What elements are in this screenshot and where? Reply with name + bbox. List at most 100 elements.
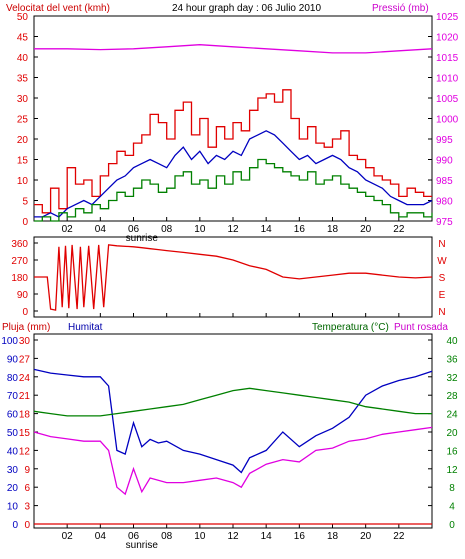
x-tick-label: 10 <box>194 531 206 542</box>
x-tick-label: 12 <box>227 531 239 542</box>
rain-label: Pluja (mm) <box>2 322 50 333</box>
y-tick-label: 360 <box>11 239 28 250</box>
compass-label: S <box>439 273 446 284</box>
series-line-blue <box>34 130 433 218</box>
y2-tick-label: 1025 <box>436 12 459 23</box>
y2-tick-label: 1015 <box>436 53 459 64</box>
humidity-tick-label: 30 <box>7 465 19 476</box>
x-tick-label: 22 <box>393 224 405 235</box>
temperature-tick-label: 32 <box>446 373 458 384</box>
temperature-tick-label: 0 <box>449 520 455 531</box>
series-line-red <box>34 89 432 214</box>
series-line-green <box>34 158 433 222</box>
y-tick-label: 20 <box>17 135 29 146</box>
x-tick-label: 08 <box>161 224 173 235</box>
x-tick-label: 22 <box>393 531 405 542</box>
series-line-magenta <box>34 44 433 54</box>
temperature-tick-label: 36 <box>446 354 458 365</box>
series-line-green <box>33 387 432 417</box>
rain-tick-label: 15 <box>19 428 31 439</box>
x-tick-label: 04 <box>95 224 107 235</box>
humidity-tick-label: 10 <box>7 502 19 513</box>
y-tick-label: 0 <box>22 307 28 318</box>
y2-tick-label: 1020 <box>436 33 459 44</box>
compass-label: N <box>438 239 445 250</box>
y-tick-label: 270 <box>11 256 28 267</box>
y-tick-label: 25 <box>17 115 29 126</box>
rain-tick-label: 9 <box>24 465 30 476</box>
rain-tick-label: 27 <box>19 354 31 365</box>
temperature-tick-label: 40 <box>446 336 458 347</box>
y2-tick-label: 995 <box>436 135 453 146</box>
compass-label: E <box>439 290 446 301</box>
x-tick-label: 02 <box>62 531 74 542</box>
x-tick-label: 12 <box>227 224 239 235</box>
rain-tick-label: 12 <box>19 446 31 457</box>
series-line-blue <box>33 368 433 474</box>
y-tick-label: 15 <box>17 156 29 167</box>
y2-tick-label: 1005 <box>436 94 459 105</box>
wind-speed-label: Velocitat del vent (kmh) <box>6 3 110 14</box>
temperature-label: Temperatura (°C) <box>312 322 389 333</box>
y-tick-label: 40 <box>17 53 29 64</box>
y-tick-label: 5 <box>22 197 28 208</box>
x-tick-label: 20 <box>360 224 372 235</box>
direction-chart: 0 N 90 E 180 S 270 W 360 N <box>11 239 447 318</box>
humidity-tick-label: 40 <box>7 446 19 457</box>
x-tick-label: 16 <box>294 224 306 235</box>
humidity-tick-label: 70 <box>7 391 19 402</box>
direction-line <box>34 244 433 311</box>
humidity-tick-label: 100 <box>1 336 18 347</box>
humidity-tick-label: 90 <box>7 354 19 365</box>
y2-tick-label: 1000 <box>436 115 459 126</box>
x-tick-label: 20 <box>360 531 372 542</box>
humidity-tick-label: 60 <box>7 410 19 421</box>
rain-tick-label: 18 <box>19 410 31 421</box>
y2-tick-label: 990 <box>436 156 453 167</box>
humidity-tick-label: 50 <box>7 428 19 439</box>
rain-tick-label: 21 <box>19 391 31 402</box>
pressure-label: Pressió (mb) <box>372 3 429 14</box>
x-tick-label: 04 <box>95 531 107 542</box>
x-tick-label: 18 <box>327 224 339 235</box>
temperature-tick-label: 4 <box>449 502 455 513</box>
rain-tick-label: 6 <box>24 483 30 494</box>
compass-label: N <box>438 307 445 318</box>
temperature-tick-label: 28 <box>446 391 458 402</box>
temperature-tick-label: 8 <box>449 483 455 494</box>
x-tick-label: 06 <box>128 224 140 235</box>
wind-chart: 0510152025303540455097598098599099510001… <box>17 12 459 244</box>
x-tick-label: 16 <box>294 531 306 542</box>
x-tick-label: 10 <box>194 224 206 235</box>
y-tick-label: 90 <box>17 290 29 301</box>
compass-label: W <box>437 256 447 267</box>
x-tick-label: 14 <box>261 224 273 235</box>
y-tick-label: 0 <box>22 217 28 228</box>
rain-tick-label: 30 <box>19 336 31 347</box>
x-tick-label: 06 <box>128 531 140 542</box>
y-tick-label: 180 <box>11 273 28 284</box>
y-tick-label: 35 <box>17 74 29 85</box>
temperature-tick-label: 24 <box>446 410 458 421</box>
x-tick-label: 02 <box>62 224 74 235</box>
x-tick-label: 08 <box>161 531 173 542</box>
y-tick-label: 45 <box>17 33 29 44</box>
chart-title: 24 hour graph day : 06 Julio 2010 <box>172 3 321 14</box>
temperature-tick-label: 12 <box>446 465 458 476</box>
humidity-tick-label: 80 <box>7 373 19 384</box>
humidity-tick-label: 20 <box>7 483 19 494</box>
humidity-tick-label: 0 <box>12 520 18 531</box>
humidity-label: Humitat <box>68 322 103 333</box>
rain-tick-label: 3 <box>24 502 30 513</box>
y2-tick-label: 975 <box>436 217 453 228</box>
sunrise-label-bottom: sunrise <box>126 540 159 551</box>
y2-tick-label: 1010 <box>436 74 459 85</box>
temperature-tick-label: 20 <box>446 428 458 439</box>
x-tick-label: 14 <box>261 531 273 542</box>
rain-tick-label: 0 <box>24 520 30 531</box>
temperature-tick-label: 16 <box>446 446 458 457</box>
y2-tick-label: 980 <box>436 197 453 208</box>
sunrise-label-top: sunrise <box>126 233 159 244</box>
